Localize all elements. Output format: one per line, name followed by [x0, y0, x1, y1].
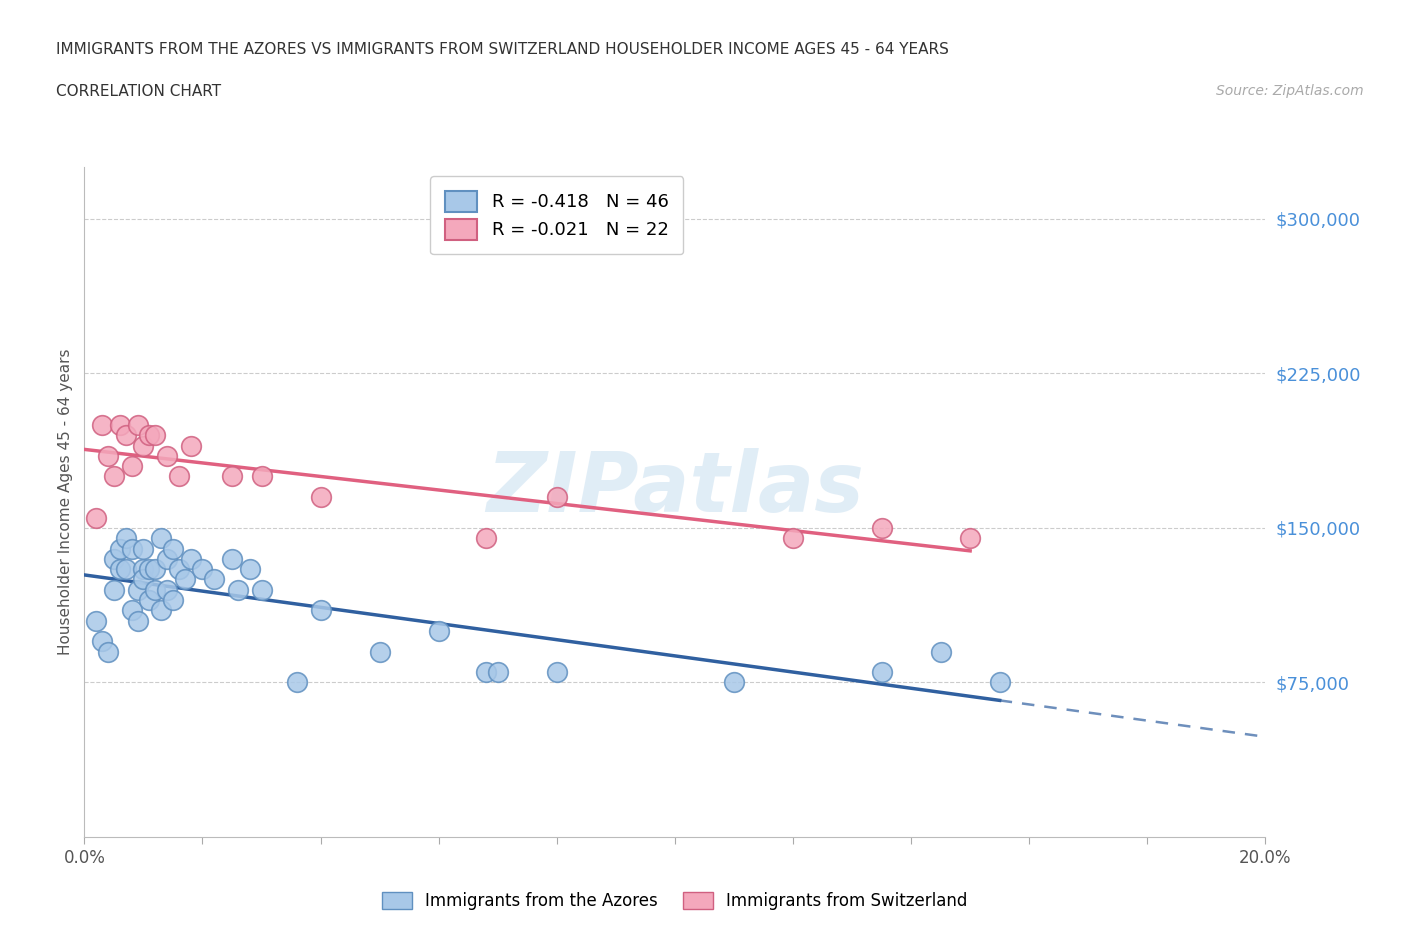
Point [250, 469, 273, 484]
Point [108, 418, 131, 432]
Point [127, 582, 149, 597]
Point [114, 531, 136, 546]
Point [546, 665, 568, 680]
Point [202, 572, 225, 587]
Legend: Immigrants from the Azores, Immigrants from Switzerland: Immigrants from the Azores, Immigrants f… [375, 885, 974, 917]
Point [132, 562, 155, 577]
Point [782, 531, 804, 546]
Point [870, 521, 893, 536]
Text: ZIPatlas: ZIPatlas [486, 448, 863, 529]
Point [91, 418, 114, 432]
Text: IMMIGRANTS FROM THE AZORES VS IMMIGRANTS FROM SWITZERLAND HOUSEHOLDER INCOME AGE: IMMIGRANTS FROM THE AZORES VS IMMIGRANTS… [56, 42, 949, 57]
Point [138, 428, 160, 443]
Point [191, 562, 214, 577]
Point [173, 572, 195, 587]
Y-axis label: Householder Income Ages 45 - 64 years: Householder Income Ages 45 - 64 years [58, 349, 73, 656]
Point [180, 438, 202, 453]
Point [91, 634, 114, 649]
Point [108, 562, 131, 577]
Point [156, 448, 179, 463]
Point [121, 458, 143, 473]
Point [221, 469, 243, 484]
Point [97, 448, 120, 463]
Point [132, 438, 155, 453]
Point [84, 613, 107, 628]
Point [239, 562, 262, 577]
Point [546, 489, 568, 504]
Point [486, 665, 509, 680]
Point [150, 603, 173, 618]
Point [114, 562, 136, 577]
Point [180, 551, 202, 566]
Text: CORRELATION CHART: CORRELATION CHART [56, 84, 221, 99]
Text: Source: ZipAtlas.com: Source: ZipAtlas.com [1216, 84, 1364, 98]
Point [221, 551, 243, 566]
Point [103, 582, 125, 597]
Point [427, 623, 450, 638]
Point [475, 531, 498, 546]
Point [108, 541, 131, 556]
Point [723, 675, 745, 690]
Point [103, 551, 125, 566]
Point [250, 582, 273, 597]
Point [162, 541, 184, 556]
Point [929, 644, 952, 659]
Point [162, 592, 184, 607]
Point [138, 562, 160, 577]
Point [121, 541, 143, 556]
Point [114, 428, 136, 443]
Point [309, 603, 332, 618]
Point [167, 469, 190, 484]
Point [475, 665, 498, 680]
Point [368, 644, 391, 659]
Point [156, 582, 179, 597]
Point [870, 665, 893, 680]
Point [156, 551, 179, 566]
Point [127, 613, 149, 628]
Point [150, 531, 173, 546]
Point [988, 675, 1011, 690]
Point [138, 592, 160, 607]
Point [84, 511, 107, 525]
Point [132, 541, 155, 556]
Point [103, 469, 125, 484]
Point [143, 582, 166, 597]
Point [959, 531, 981, 546]
Point [143, 562, 166, 577]
Point [285, 675, 308, 690]
Point [309, 489, 332, 504]
Point [127, 418, 149, 432]
Legend: R = -0.418   N = 46, R = -0.021   N = 22: R = -0.418 N = 46, R = -0.021 N = 22 [430, 177, 683, 254]
Point [143, 428, 166, 443]
Point [167, 562, 190, 577]
Point [121, 603, 143, 618]
Point [226, 582, 249, 597]
Point [132, 572, 155, 587]
Point [97, 644, 120, 659]
